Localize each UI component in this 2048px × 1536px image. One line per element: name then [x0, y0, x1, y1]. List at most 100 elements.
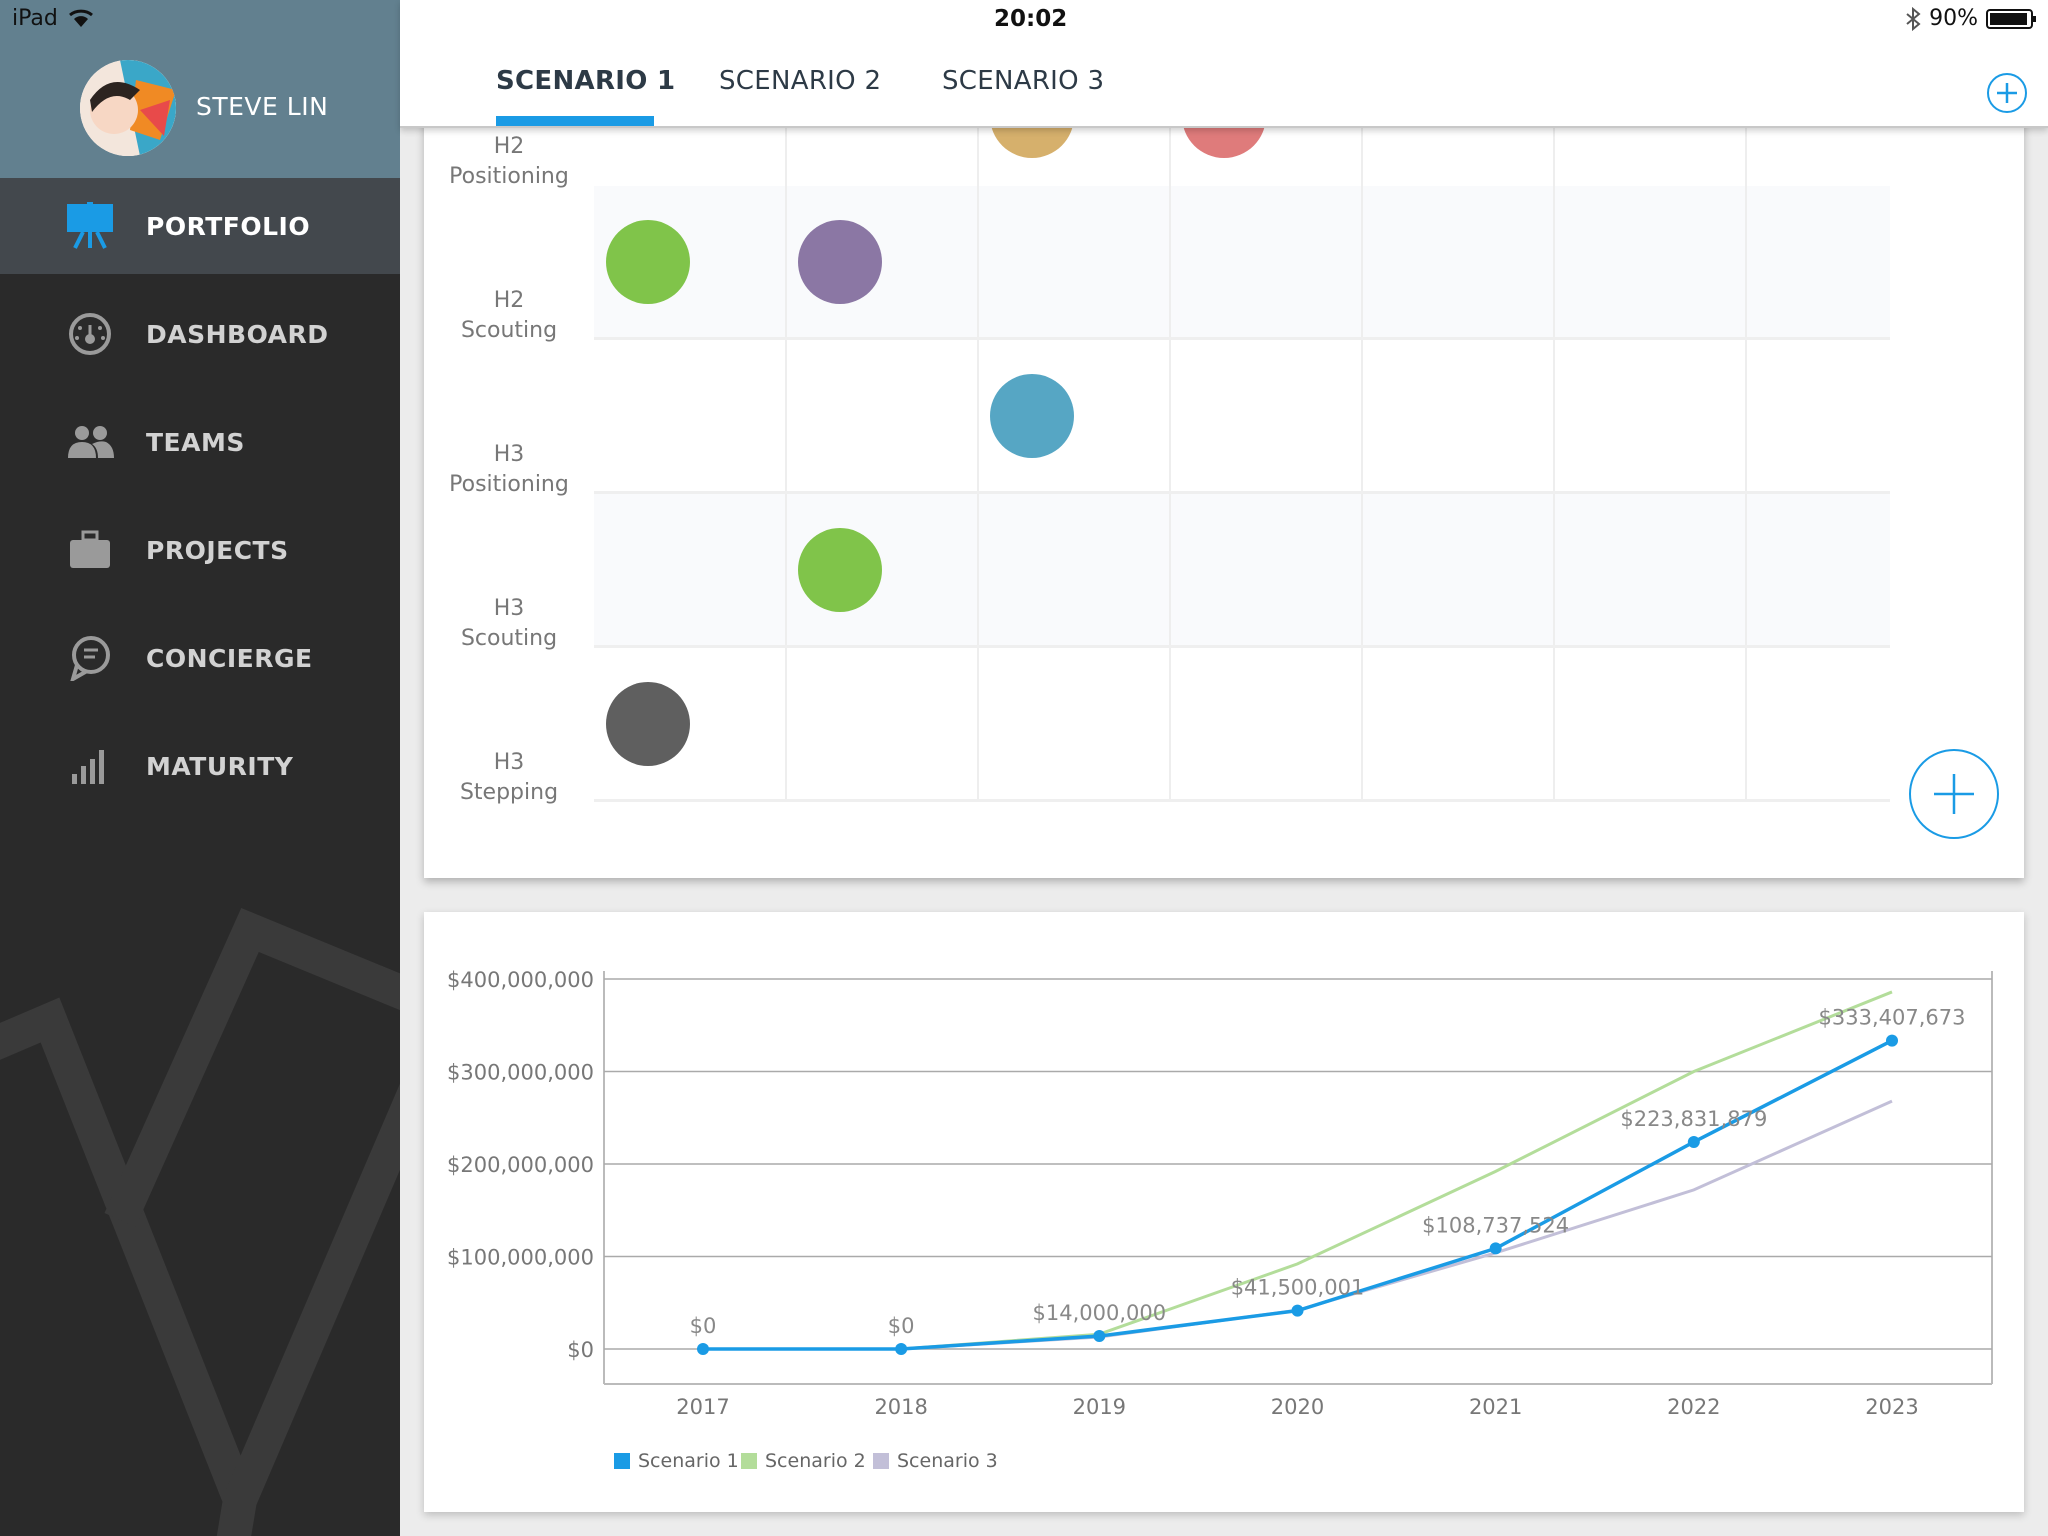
device-name: iPad: [12, 6, 58, 31]
row-label-line1: H3: [493, 442, 525, 467]
nav-item-projects[interactable]: PROJECTS: [0, 502, 400, 598]
legend-label: Scenario 3: [897, 1450, 998, 1472]
x-tick-label: 2021: [1469, 1395, 1522, 1419]
wifi-icon: [68, 9, 93, 27]
data-label: $108,737,524: [1422, 1213, 1569, 1237]
legend-swatch: [873, 1453, 889, 1469]
data-point[interactable]: [895, 1343, 908, 1355]
revenue-chart: $0 $100,000,000 $200,000,000 $300,000,000 $4…: [447, 968, 1993, 1419]
matrix-row: [594, 340, 1890, 494]
legend-scenario-2[interactable]: Scenario 2: [741, 1450, 866, 1472]
signal-bars-icon: [64, 740, 116, 792]
data-point[interactable]: [1291, 1304, 1304, 1317]
y-tick-label: $200,000,000: [447, 1153, 594, 1177]
nav-label-maturity: MATURITY: [146, 751, 294, 781]
x-tick-label: 2019: [1073, 1395, 1126, 1419]
x-tick-label: 2020: [1271, 1395, 1324, 1419]
avatar[interactable]: [80, 60, 176, 156]
project-bubble[interactable]: [798, 528, 882, 612]
nav-item-maturity[interactable]: MATURITY: [0, 718, 400, 814]
sidebar: iPad STEVE LIN: [0, 0, 400, 1536]
tab-scenario-2[interactable]: SCENARIO 2: [719, 66, 882, 96]
status-right: 90%: [1905, 6, 2038, 31]
row-label: H3 Scouting: [424, 594, 594, 654]
nav-label-portfolio: PORTFOLIO: [146, 211, 311, 241]
legend-swatch: [741, 1453, 757, 1469]
project-bubble[interactable]: [798, 220, 882, 304]
data-point[interactable]: [697, 1343, 709, 1355]
row-label-line2: Positioning: [449, 164, 569, 189]
row-label: H2 Positioning: [424, 132, 594, 192]
active-tab-indicator: [496, 116, 654, 126]
row-label-line1: H3: [493, 750, 525, 775]
row-label-line2: Scouting: [460, 318, 558, 343]
data-point[interactable]: [1489, 1242, 1502, 1255]
revenue-chart-card: $0 $100,000,000 $200,000,000 $300,000,000 $4…: [424, 912, 2024, 1512]
legend-swatch: [614, 1453, 630, 1469]
row-label-line1: H3: [493, 596, 525, 621]
nav-item-portfolio[interactable]: PORTFOLIO: [0, 178, 400, 274]
bluetooth-icon: [1906, 6, 1921, 31]
nav-label-concierge: CONCIERGE: [146, 643, 313, 673]
gauge-icon: [64, 308, 116, 360]
nav-label-teams: TEAMS: [146, 427, 245, 457]
row-label-line2: Positioning: [449, 472, 569, 497]
profile-header: iPad STEVE LIN: [0, 0, 400, 178]
add-project-button[interactable]: [1908, 748, 2000, 840]
row-label-line1: H2: [493, 134, 525, 159]
data-point[interactable]: [1687, 1135, 1700, 1148]
x-tick-label: 2017: [676, 1395, 729, 1419]
project-bubble[interactable]: [606, 220, 690, 304]
portfolio-matrix-card: H2 Positioning H2 Scouting H3 Positionin…: [424, 100, 2024, 878]
series-line-scenario-1: [703, 1039, 1893, 1351]
x-tick-label: 2018: [874, 1395, 927, 1419]
project-bubble[interactable]: [606, 682, 690, 766]
briefcase-icon: [64, 524, 116, 576]
nav-label-projects: PROJECTS: [146, 535, 289, 565]
row-label: H3 Stepping: [424, 748, 594, 808]
project-bubble[interactable]: [990, 374, 1074, 458]
data-point[interactable]: [1093, 1330, 1106, 1343]
profile-name[interactable]: STEVE LIN: [196, 92, 329, 121]
x-tick-label: 2023: [1865, 1395, 1918, 1419]
nav-item-concierge[interactable]: CONCIERGE: [0, 610, 400, 706]
y-tick-label: $400,000,000: [447, 968, 594, 992]
status-device: iPad: [12, 6, 94, 31]
matrix-row: [594, 648, 1890, 802]
tab-scenario-1[interactable]: SCENARIO 1: [496, 66, 676, 96]
tab-scenario-3[interactable]: SCENARIO 3: [942, 66, 1105, 96]
data-label: $0: [888, 1314, 915, 1338]
add-scenario-button[interactable]: [1986, 72, 2028, 114]
nav-label-dashboard: DASHBOARD: [146, 319, 329, 349]
easel-icon: [64, 200, 116, 252]
row-label-line2: Scouting: [460, 626, 558, 651]
battery-percent: 90%: [1929, 6, 1978, 31]
row-label: H2 Scouting: [424, 286, 594, 346]
legend-scenario-1[interactable]: Scenario 1: [614, 1450, 739, 1472]
row-label: H3 Positioning: [424, 440, 594, 500]
data-label: $333,407,673: [1819, 1006, 1966, 1030]
top-bar: 20:02 90% SCENARIO 1 SCENARIO 2 SCENARIO…: [400, 0, 2048, 128]
battery-icon: [1986, 8, 2036, 29]
matrix-row: [594, 100, 1890, 194]
matrix-row: [594, 186, 1890, 340]
chat-bubble-icon: [64, 632, 116, 684]
data-label: $0: [690, 1314, 717, 1338]
sidebar-pattern: [0, 908, 400, 1536]
row-label-line2: Stepping: [459, 780, 559, 805]
data-label: $41,500,001: [1231, 1276, 1365, 1300]
matrix-row: [594, 494, 1890, 648]
legend-scenario-3[interactable]: Scenario 3: [873, 1450, 998, 1472]
legend-label: Scenario 2: [765, 1450, 866, 1472]
data-label: $14,000,000: [1033, 1301, 1167, 1325]
data-point[interactable]: [1886, 1034, 1898, 1047]
data-label: $223,831,879: [1620, 1107, 1767, 1131]
nav-item-teams[interactable]: TEAMS: [0, 394, 400, 490]
people-icon: [64, 416, 116, 468]
nav-item-dashboard[interactable]: DASHBOARD: [0, 286, 400, 382]
legend-label: Scenario 1: [638, 1450, 739, 1472]
status-time: 20:02: [994, 6, 1068, 32]
x-tick-label: 2022: [1667, 1395, 1720, 1419]
row-label-line1: H2: [493, 288, 525, 313]
y-tick-label: $300,000,000: [447, 1061, 594, 1085]
